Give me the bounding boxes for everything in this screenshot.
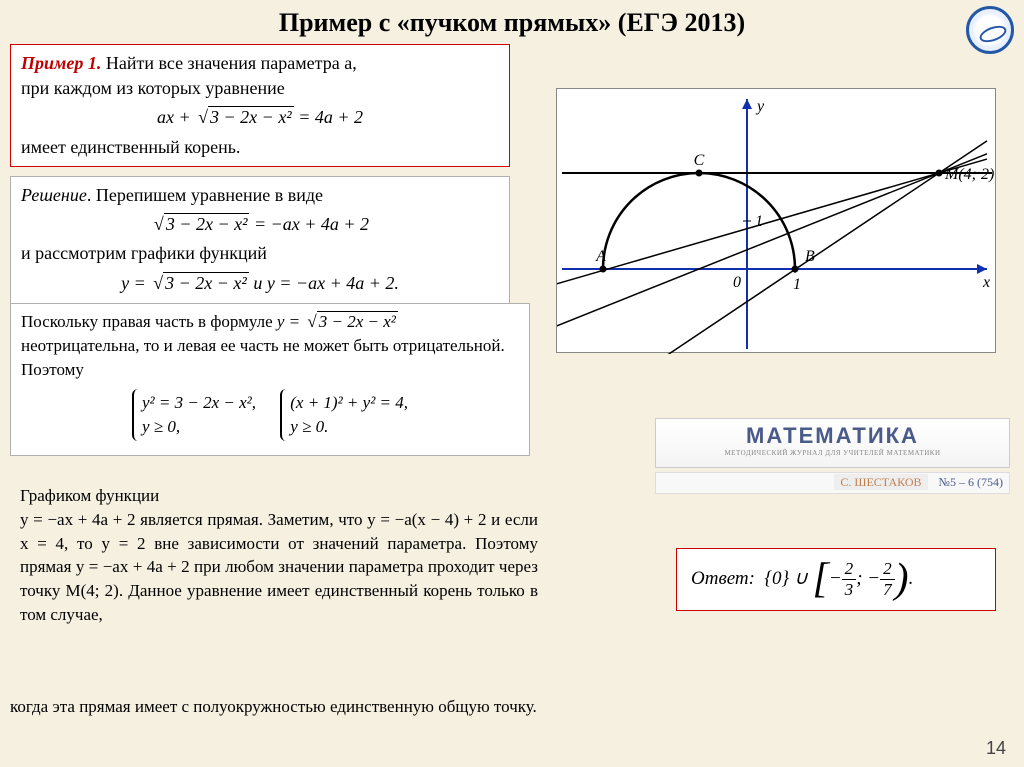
solution-start-box: Решение. Перепишем уравнение в виде 3 − … <box>10 176 510 307</box>
system-equations: y² = 3 − 2x − x²,y ≥ 0, (x + 1)² + y² = … <box>21 385 519 445</box>
problem-statement-box: Пример 1. Найти все значения параметра a… <box>10 44 510 167</box>
text: Найти все значения параметра a, <box>101 53 356 73</box>
journal-banner: МАТЕМАТИКА МЕТОДИЧЕСКИЙ ЖУРНАЛ ДЛЯ УЧИТЕ… <box>655 418 1010 468</box>
text: при каждом из которых уравнение <box>21 78 285 98</box>
page-number: 14 <box>986 738 1006 759</box>
slide-title: Пример с «пучком прямых» (ЕГЭ 2013) <box>0 0 1024 42</box>
text: имеет единственный корень. <box>21 137 240 157</box>
equation: 3 − 2x − x² = −ax + 4a + 2 <box>21 212 499 237</box>
equation: ax + 3 − 2x − x² = 4a + 2 <box>21 105 499 130</box>
svg-text:M(4; 2): M(4; 2) <box>944 166 994 183</box>
example-label: Пример 1. <box>21 53 101 73</box>
svg-text:1: 1 <box>755 213 763 230</box>
graph-figure: y x 0 1 1 A B C M(4; 2) <box>556 88 996 353</box>
svg-text:x: x <box>982 274 990 291</box>
text: неотрицательна, то и левая ее часть не м… <box>21 336 505 379</box>
solution-label: Решение <box>21 185 87 205</box>
institution-logo-icon <box>966 6 1014 54</box>
svg-text:A: A <box>595 248 606 265</box>
svg-text:1: 1 <box>793 276 801 293</box>
conclusion-text: когда эта прямая имеет с полуокружностью… <box>10 697 1010 717</box>
text: Графиком функции y = −ax + 4a + 2 являет… <box>20 484 538 627</box>
svg-text:y: y <box>755 98 765 115</box>
author-issue-row: С. ШЕСТАКОВ №5 – 6 (754) <box>655 472 1010 494</box>
svg-text:0: 0 <box>733 274 741 291</box>
author-name: С. ШЕСТАКОВ <box>834 474 927 490</box>
answer-box: Ответ: {0} ∪ [−23; −27). <box>676 548 996 611</box>
text: . Перепишем уравнение в виде <box>87 185 323 205</box>
journal-title: МАТЕМАТИКА <box>656 419 1009 449</box>
text: и рассмотрим графики функций <box>21 243 267 263</box>
equation: y = 3 − 2x − x² и y = −ax + 4a + 2. <box>21 271 499 296</box>
answer-label: Ответ: <box>691 568 755 589</box>
svg-text:C: C <box>694 152 705 169</box>
analysis-box: Поскольку правая часть в формуле y = 3 −… <box>10 303 530 456</box>
issue-number: №5 – 6 (754) <box>939 475 1003 489</box>
explanation-box: Графиком функции y = −ax + 4a + 2 являет… <box>10 478 548 633</box>
svg-text:B: B <box>805 248 815 265</box>
coordinate-plot: y x 0 1 1 A B C M(4; 2) <box>557 89 997 354</box>
journal-subtitle: МЕТОДИЧЕСКИЙ ЖУРНАЛ ДЛЯ УЧИТЕЛЕЙ МАТЕМАТ… <box>656 449 1009 457</box>
text: Поскольку правая часть в формуле <box>21 312 277 331</box>
